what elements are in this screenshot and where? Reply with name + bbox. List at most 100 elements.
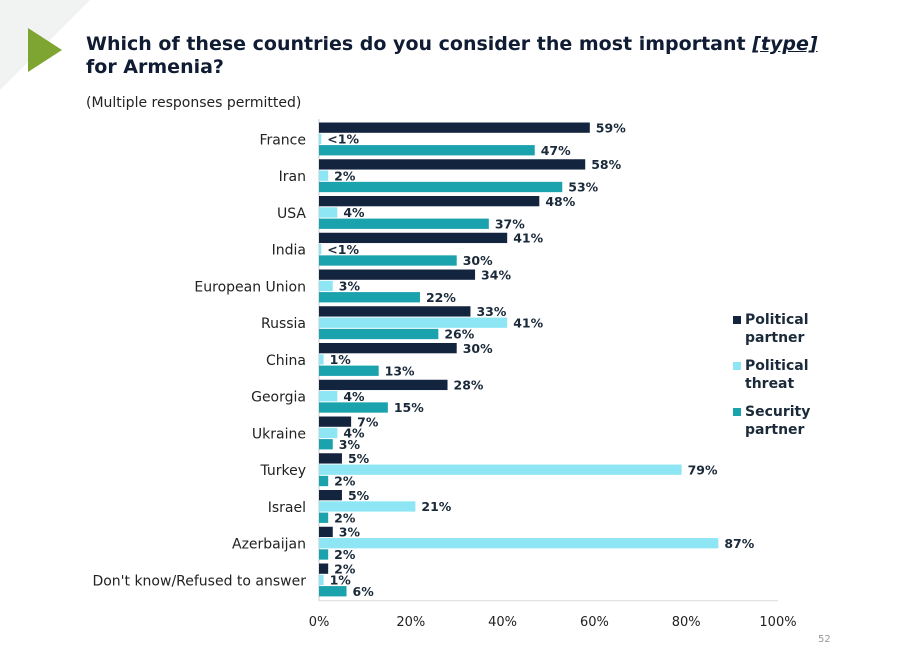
play-arrow-icon [28,28,62,72]
data-label: 33% [476,304,506,319]
data-label: 5% [348,488,370,503]
x-tick-label: 60% [580,615,609,630]
data-label: 47% [541,143,571,158]
bar-security-partner [319,328,439,340]
data-label: 30% [463,253,493,268]
data-label: 3% [339,279,361,294]
data-label: 41% [513,315,543,330]
legend-swatch [733,316,741,324]
data-label: 79% [688,462,718,477]
title-end: for Armenia? [86,56,224,78]
bar-political-partner [319,306,471,317]
data-label: 59% [596,120,626,135]
data-label: 22% [426,290,456,305]
category-label: Russia [261,316,306,332]
legend-label: Political partner [745,312,809,346]
bar-political-partner [319,196,540,207]
bar-political-partner [319,526,333,538]
data-label: 4% [343,426,365,441]
data-label: 48% [545,194,575,209]
data-label: 1% [330,573,352,588]
bar-security-partner [319,475,329,487]
data-label: 3% [339,525,361,540]
category-label: USA [277,206,306,222]
category-label: Turkey [259,463,306,479]
bar-political-partner [319,122,590,133]
data-label: 1% [330,352,352,367]
data-label: 4% [343,389,365,404]
bar-political-partner [319,563,329,574]
bar-political-threat [319,170,329,181]
bar-political-partner [319,159,586,170]
data-label: 13% [385,363,415,378]
bar-political-threat [319,391,338,402]
legend-item-political-partner: Political partner [733,311,815,347]
x-tick-label: 40% [488,615,517,630]
category-label: China [266,353,306,369]
legend-item-security-partner: Security partner [733,403,815,439]
data-label: 2% [334,547,356,562]
bar-political-partner [319,416,352,427]
bar-political-threat [319,464,682,475]
chart-legend: Political partner Political threat Securit… [733,311,815,449]
data-label: 87% [724,536,754,551]
category-label: Ukraine [252,426,306,442]
bar-political-threat [319,501,416,512]
category-label: Don't know/Refused to answer [92,573,306,589]
data-label: 21% [421,499,451,514]
category-label: Georgia [251,390,306,406]
data-label: 2% [334,474,356,489]
legend-swatch [733,362,741,370]
legend-swatch [733,408,741,416]
bar-political-partner [319,379,448,391]
category-label: Azerbaijan [232,537,306,553]
category-label: European Union [194,279,306,295]
bar-security-partner [319,402,388,413]
title-main: Which of these countries do you consider… [86,33,753,55]
legend-label: Political threat [745,358,809,392]
category-label: Israel [268,500,306,516]
page-number: 52 [818,634,831,645]
data-label: 53% [568,180,598,195]
data-label: 2% [334,561,356,576]
data-label: 37% [495,216,525,231]
bar-political-threat [319,354,324,365]
data-label: 7% [357,414,379,429]
bar-security-partner [319,512,329,523]
data-label: 15% [394,400,424,415]
bar-political-partner [319,232,508,244]
category-label: Iran [279,169,306,185]
bar-security-partner [319,365,379,376]
bar-political-threat [319,207,338,218]
legend-item-political-threat: Political threat [733,357,815,393]
x-tick-label: 20% [396,615,425,630]
data-label: 30% [463,341,493,356]
legend-label: Security partner [745,404,811,438]
bar-security-partner [319,181,563,193]
bar-political-threat [319,574,324,586]
data-label: <1% [327,242,359,257]
data-label: 34% [481,267,511,282]
bar-security-partner [319,439,333,450]
x-tick-label: 80% [672,615,701,630]
bar-political-partner [319,269,476,280]
bar-security-partner [319,549,329,560]
bar-political-partner [319,490,342,501]
data-label: 26% [444,327,474,342]
bar-security-partner [319,255,457,266]
category-label: India [272,243,306,259]
bar-security-partner [319,218,489,229]
title-type-placeholder: [type] [752,33,818,55]
data-label: 58% [591,157,621,172]
bar-political-partner [319,343,457,354]
chart-subtitle: (Multiple responses permitted) [86,95,302,111]
bar-security-partner [319,145,535,156]
bar-political-threat [319,133,322,145]
bar-political-threat [319,244,322,255]
x-tick-label: 0% [309,615,330,630]
bar-political-partner [319,453,342,464]
data-label: 6% [353,584,375,599]
slide-title: Which of these countries do you consider… [86,33,846,79]
bar-security-partner [319,292,420,303]
